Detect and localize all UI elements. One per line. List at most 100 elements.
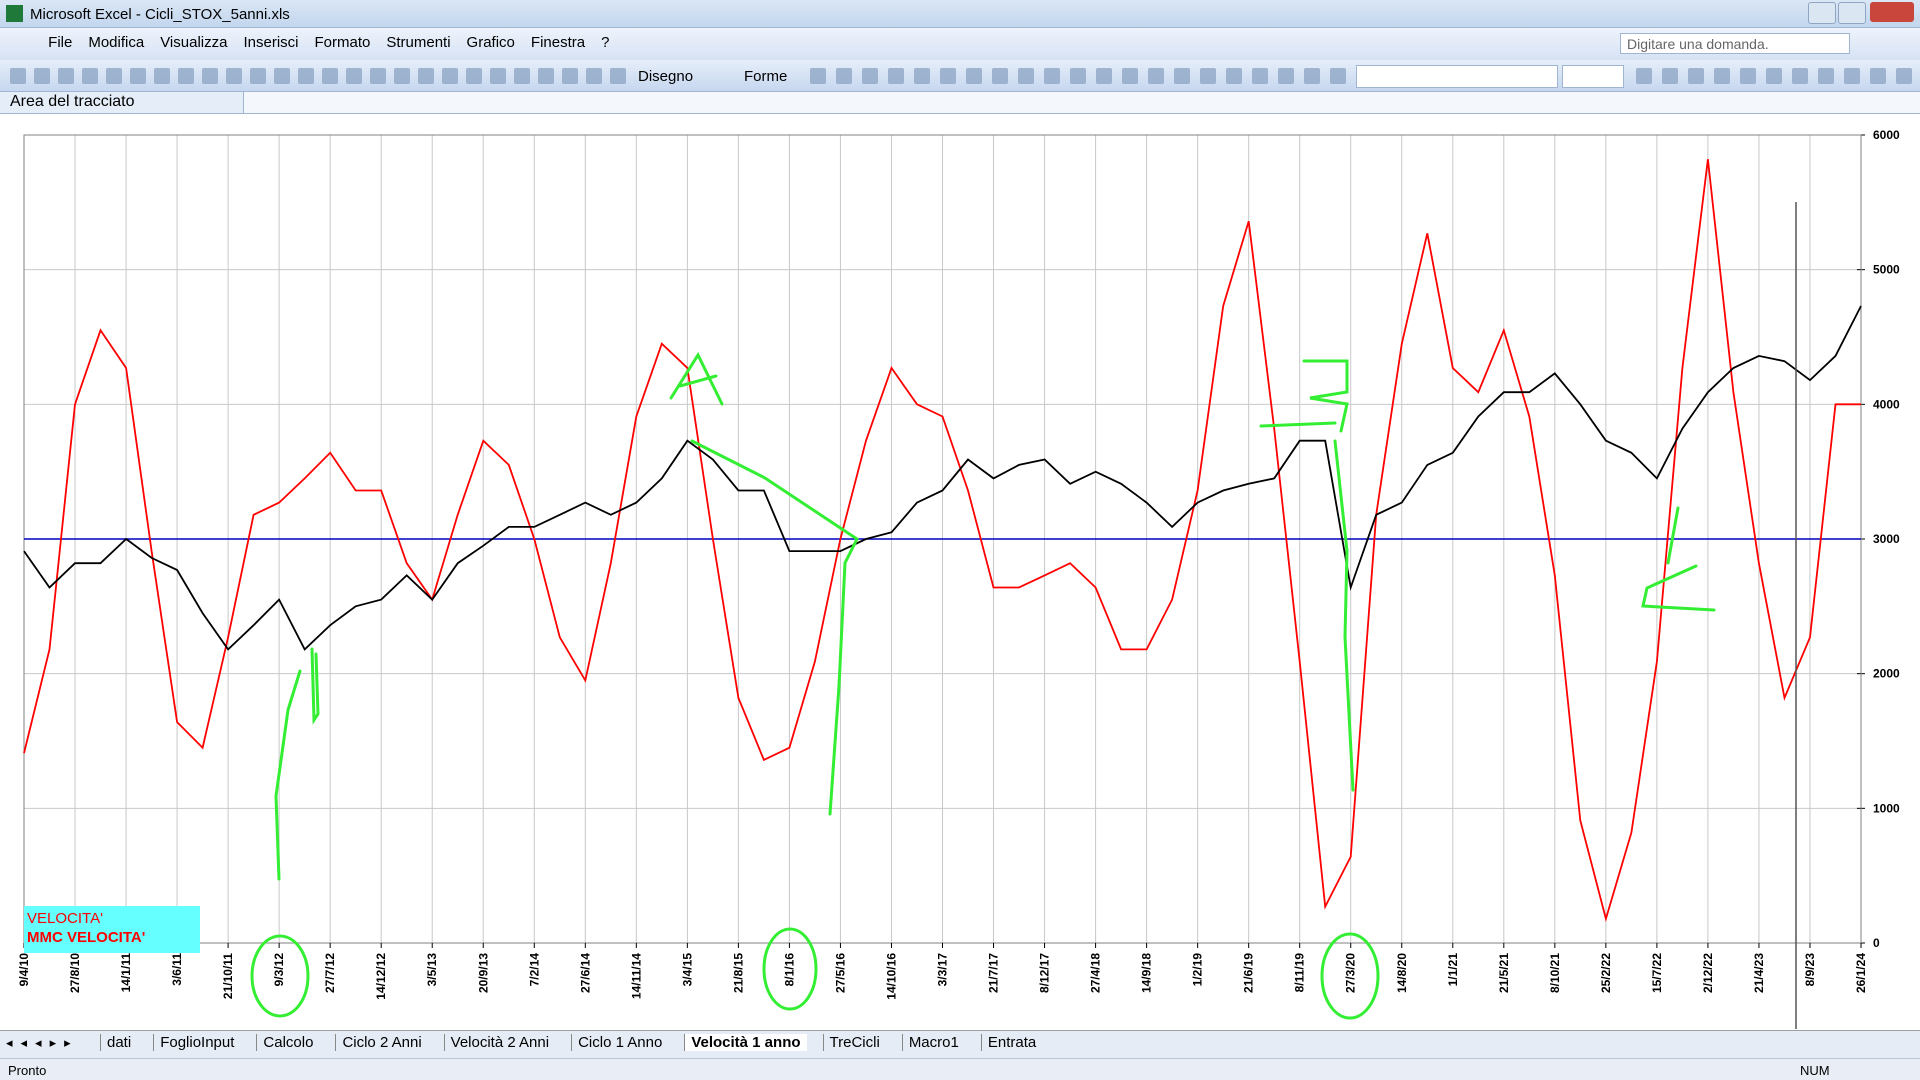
y-tick-label: 1000 bbox=[1873, 801, 1900, 815]
toolbar-icon[interactable] bbox=[10, 68, 26, 84]
name-box[interactable]: Area del tracciato bbox=[0, 92, 244, 113]
toolbar-icon[interactable] bbox=[274, 68, 290, 84]
toolbar-icon[interactable] bbox=[538, 68, 554, 84]
maximize-button[interactable] bbox=[1838, 2, 1866, 24]
sheet-tab[interactable]: Ciclo 1 Anno bbox=[571, 1034, 668, 1051]
menu-item[interactable]: Strumenti bbox=[386, 34, 451, 51]
toolbar: Disegno Forme bbox=[0, 60, 1920, 92]
menu-item[interactable]: Inserisci bbox=[243, 34, 299, 51]
toolbar-icon[interactable] bbox=[250, 68, 266, 84]
toolbar-icon[interactable] bbox=[1148, 68, 1164, 84]
toolbar-icon[interactable] bbox=[1330, 68, 1346, 84]
toolbar-icon[interactable] bbox=[298, 68, 314, 84]
menu-item[interactable]: Visualizza bbox=[160, 34, 228, 51]
toolbar-icon[interactable] bbox=[82, 68, 98, 84]
shapes-menu[interactable]: Forme bbox=[744, 68, 788, 85]
menu-item[interactable]: Modifica bbox=[88, 34, 145, 51]
menu-item[interactable]: File bbox=[48, 34, 73, 51]
toolbar-icon[interactable] bbox=[130, 68, 146, 84]
toolbar-icon[interactable] bbox=[346, 68, 362, 84]
toolbar-icon[interactable] bbox=[992, 68, 1008, 84]
annotation-stroke bbox=[690, 439, 859, 816]
sheet-tab[interactable]: Velocità 1 anno bbox=[684, 1034, 807, 1051]
toolbar-icon[interactable] bbox=[418, 68, 434, 84]
toolbar-icon[interactable] bbox=[610, 68, 626, 84]
x-tick-label: 27/4/18 bbox=[1089, 953, 1103, 993]
toolbar-icon[interactable] bbox=[888, 68, 904, 84]
annotation-stroke bbox=[1333, 439, 1355, 792]
toolbar-icon[interactable] bbox=[810, 68, 826, 84]
menu-item[interactable]: ? bbox=[601, 34, 610, 51]
close-button[interactable] bbox=[1870, 2, 1914, 22]
toolbar-icon[interactable] bbox=[914, 68, 930, 84]
toolbar-icon[interactable] bbox=[966, 68, 982, 84]
toolbar-icon[interactable] bbox=[1740, 68, 1756, 84]
menu-item[interactable]: Finestra bbox=[530, 34, 586, 51]
toolbar-icon[interactable] bbox=[1870, 68, 1886, 84]
toolbar-icon[interactable] bbox=[1304, 68, 1320, 84]
x-tick-label: 20/9/13 bbox=[476, 953, 490, 993]
toolbar-icon[interactable] bbox=[1278, 68, 1294, 84]
toolbar-icon[interactable] bbox=[34, 68, 50, 84]
toolbar-icon[interactable] bbox=[514, 68, 530, 84]
tab-navigation[interactable]: ◂◂◂▸▸ bbox=[6, 1035, 79, 1050]
x-tick-label: 27/6/14 bbox=[578, 953, 592, 993]
drawing-menu[interactable]: Disegno bbox=[638, 68, 694, 85]
sheet-tab[interactable]: Ciclo 2 Anni bbox=[335, 1034, 427, 1051]
toolbar-icon[interactable] bbox=[490, 68, 506, 84]
menu-item[interactable]: Formato bbox=[314, 34, 371, 51]
toolbar-icon[interactable] bbox=[58, 68, 74, 84]
toolbar-icon[interactable] bbox=[1688, 68, 1704, 84]
annotation-circle bbox=[1320, 932, 1380, 1020]
toolbar-icon[interactable] bbox=[1636, 68, 1652, 84]
toolbar-icon[interactable] bbox=[1792, 68, 1808, 84]
toolbar-icon[interactable] bbox=[862, 68, 878, 84]
toolbar-icon[interactable] bbox=[1662, 68, 1678, 84]
toolbar-icon[interactable] bbox=[178, 68, 194, 84]
sheet-tabs: ◂◂◂▸▸ dati FoglioInput Calcolo Ciclo 2 Anni… bbox=[0, 1030, 1920, 1058]
toolbar-icon[interactable] bbox=[1174, 68, 1190, 84]
toolbar-icon[interactable] bbox=[202, 68, 218, 84]
sheet-tab[interactable]: Calcolo bbox=[256, 1034, 319, 1051]
toolbar-icon[interactable] bbox=[1766, 68, 1782, 84]
toolbar-icon[interactable] bbox=[562, 68, 578, 84]
toolbar-icon[interactable] bbox=[1896, 68, 1912, 84]
help-box[interactable]: Digitare una domanda. bbox=[1620, 33, 1850, 54]
toolbar-icon[interactable] bbox=[940, 68, 956, 84]
toolbar-icon[interactable] bbox=[1844, 68, 1860, 84]
toolbar-icon[interactable] bbox=[1122, 68, 1138, 84]
sheet-tab[interactable]: FoglioInput bbox=[153, 1034, 240, 1051]
font-box[interactable] bbox=[1356, 65, 1558, 88]
toolbar-icon[interactable] bbox=[226, 68, 242, 84]
toolbar-icon[interactable] bbox=[1200, 68, 1216, 84]
sheet-tab[interactable]: Macro1 bbox=[901, 1034, 965, 1051]
toolbar-icon[interactable] bbox=[1044, 68, 1060, 84]
toolbar-icon[interactable] bbox=[106, 68, 122, 84]
num-indicator: NUM bbox=[1800, 1063, 1830, 1078]
toolbar-icon[interactable] bbox=[154, 68, 170, 84]
toolbar-icon[interactable] bbox=[442, 68, 458, 84]
toolbar-icon[interactable] bbox=[322, 68, 338, 84]
menu-item[interactable]: Grafico bbox=[466, 34, 515, 51]
toolbar-icon[interactable] bbox=[1252, 68, 1268, 84]
annotation-stroke bbox=[1666, 506, 1680, 565]
toolbar-icon[interactable] bbox=[1714, 68, 1730, 84]
toolbar-icon[interactable] bbox=[1070, 68, 1086, 84]
toolbar-icon[interactable] bbox=[586, 68, 602, 84]
minimize-button[interactable] bbox=[1808, 2, 1836, 24]
toolbar-icon[interactable] bbox=[370, 68, 386, 84]
toolbar-icon[interactable] bbox=[1818, 68, 1834, 84]
size-box[interactable] bbox=[1562, 65, 1624, 88]
toolbar-icon[interactable] bbox=[1226, 68, 1242, 84]
sheet-tab[interactable]: Entrata bbox=[980, 1034, 1042, 1051]
toolbar-icon[interactable] bbox=[1018, 68, 1034, 84]
toolbar-icon[interactable] bbox=[394, 68, 410, 84]
sheet-tab[interactable]: dati bbox=[100, 1034, 137, 1051]
toolbar-icon[interactable] bbox=[1096, 68, 1112, 84]
toolbar-icon[interactable] bbox=[466, 68, 482, 84]
x-tick-label: 21/4/23 bbox=[1752, 953, 1766, 993]
sheet-tab[interactable]: TreCicli bbox=[822, 1034, 886, 1051]
sheet-tab[interactable]: Velocità 2 Anni bbox=[443, 1034, 555, 1051]
toolbar-icon[interactable] bbox=[836, 68, 852, 84]
